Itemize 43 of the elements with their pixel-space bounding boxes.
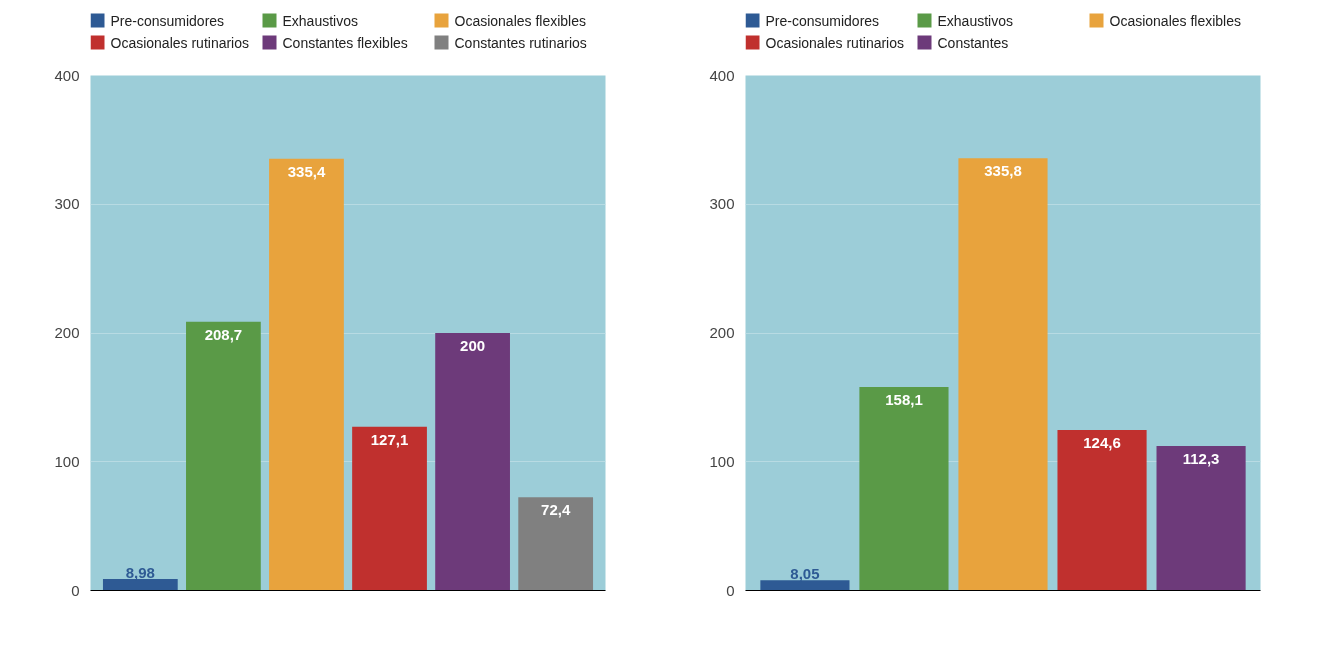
bar (186, 321, 261, 591)
legend-label: Constantes rutinarios (454, 34, 587, 51)
y-tick-label: 200 (54, 324, 80, 341)
legend-label: Ocasionales rutinarios (110, 34, 250, 51)
y-tick-label: 400 (709, 66, 735, 84)
bar (269, 158, 344, 591)
y-tick-label: 100 (54, 452, 80, 470)
data-label: 112,3 (1182, 449, 1220, 467)
y-tick-label: 0 (726, 581, 735, 599)
data-label: 72,4 (541, 501, 571, 519)
bar (352, 426, 427, 591)
legend-label: Pre-consumidores (110, 12, 225, 29)
legend-label: Exhaustivos (282, 12, 358, 29)
bar (1156, 445, 1246, 591)
y-tick-label: 100 (709, 452, 735, 470)
data-label: 335,4 (287, 162, 326, 180)
bar (958, 158, 1048, 591)
bar (102, 578, 178, 591)
y-tick-label: 300 (54, 195, 80, 213)
data-label: 158,1 (885, 390, 923, 408)
bar (518, 497, 594, 591)
data-label: 8,05 (790, 565, 820, 583)
legend-label: Pre-consumidores (765, 12, 880, 29)
data-label: 124,6 (1083, 434, 1121, 452)
data-label: 335,8 (984, 162, 1022, 180)
legend-label: Exhaustivos (937, 12, 1013, 29)
bar (760, 580, 850, 591)
legend-label: Ocasionales flexibles (454, 12, 587, 29)
bar (859, 386, 949, 591)
legend-label: Ocasionales flexibles (1109, 12, 1242, 29)
y-tick-label: 200 (709, 324, 735, 341)
data-label: 208,7 (204, 325, 243, 343)
legend-label: Constantes flexibles (282, 34, 408, 51)
y-tick-label: 0 (71, 581, 80, 599)
y-tick-label: 300 (709, 195, 735, 213)
data-label: 127,1 (370, 430, 409, 448)
y-tick-label: 400 (54, 66, 80, 84)
data-label: 8,98 (125, 563, 155, 581)
legend-label: Ocasionales rutinarios (765, 34, 905, 51)
legend-label: Constantes (937, 34, 1009, 51)
bar (1057, 430, 1147, 591)
data-label: 200 (460, 337, 486, 354)
bar (435, 333, 510, 591)
